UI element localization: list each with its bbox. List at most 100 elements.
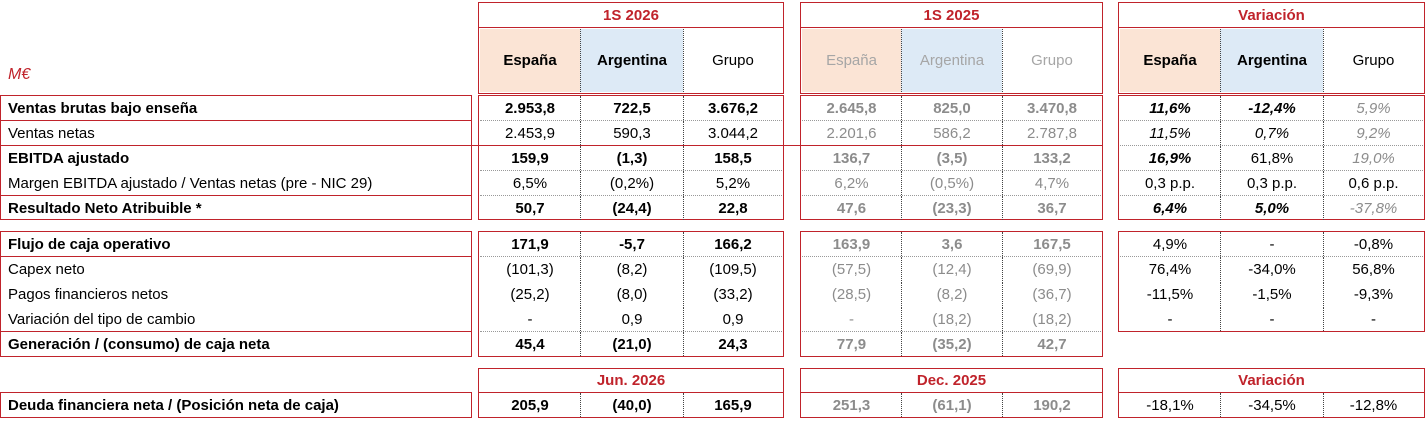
col-espana-2026: España	[480, 29, 580, 92]
row-label: Deuda financiera neta / (Posición neta d…	[8, 396, 339, 414]
table-cell: 190,2	[1002, 393, 1101, 417]
table-cell: (0,2%)	[580, 171, 683, 195]
table-cell: (61,1)	[901, 393, 1002, 417]
table-cell: 722,5	[580, 96, 683, 120]
table-cell: -0,8%	[1323, 232, 1423, 256]
table-cell: 0,9	[580, 307, 683, 331]
table-cell: -	[849, 310, 854, 328]
table-cell: (109,5)	[683, 257, 782, 281]
table-cell: 2.787,8	[1002, 121, 1101, 145]
table-cell: (57,5)	[831, 260, 872, 278]
table-cell: 158,5	[683, 146, 782, 170]
table-cell: 2.201,6	[826, 124, 877, 142]
table-cell: 2.645,8	[826, 99, 877, 117]
header-box-1s2025	[800, 2, 1103, 94]
table-cell: 11,6%	[1149, 99, 1191, 117]
table-cell: (25,2)	[510, 285, 550, 303]
table-cell: 133,2	[1002, 146, 1101, 170]
col-espana-2025: España	[802, 29, 901, 92]
bottom-header-g3	[1118, 368, 1425, 418]
section2-g1-box	[478, 231, 784, 357]
table-cell: 56,8%	[1323, 257, 1423, 281]
col-grupo-2025: Grupo	[1002, 29, 1101, 92]
table-cell: 165,9	[683, 393, 782, 417]
table-cell: 22,8	[683, 196, 782, 220]
table-cell: (18,2)	[1002, 307, 1101, 331]
bottom-title-jun2026: Jun. 2026	[596, 371, 666, 389]
table-cell: 6,5%	[512, 174, 548, 192]
table-cell: 0,3 p.p.	[1220, 171, 1323, 195]
table-cell: 205,9	[511, 396, 549, 414]
table-cell: -12,4%	[1220, 96, 1323, 120]
col-argentina-var: Argentina	[1220, 29, 1323, 92]
row-label: Resultado Neto Atribuible *	[8, 199, 202, 217]
col-argentina-2026: Argentina	[580, 29, 683, 92]
table-cell: 0,7%	[1220, 121, 1323, 145]
table-cell: -9,3%	[1323, 282, 1423, 306]
table-cell: -37,8%	[1323, 196, 1423, 220]
table-cell: 11,5%	[1149, 124, 1191, 142]
row-label: Margen EBITDA ajustado / Ventas netas (p…	[8, 174, 373, 192]
table-cell: 825,0	[901, 96, 1002, 120]
row-label: Generación / (consumo) de caja neta	[8, 335, 270, 353]
table-cell: -34,5%	[1220, 393, 1323, 417]
table-cell: -18,1%	[1146, 396, 1194, 414]
debt-label-box	[0, 392, 472, 418]
table-cell: 251,3	[832, 396, 871, 414]
table-cell: 19,0%	[1323, 146, 1423, 170]
table-cell: (12,4)	[901, 257, 1002, 281]
table-cell: 5,9%	[1323, 96, 1423, 120]
table-cell: 2.953,8	[504, 99, 556, 117]
table-cell: (40,0)	[580, 393, 683, 417]
table-cell: 5,2%	[683, 171, 782, 195]
table-cell: 47,6	[836, 199, 867, 217]
table-cell: 3.676,2	[683, 96, 782, 120]
table-cell: 76,4%	[1148, 260, 1192, 278]
table-cell: 159,9	[511, 149, 549, 167]
table-cell: -1,5%	[1220, 282, 1323, 306]
table-cell: -	[1323, 307, 1423, 331]
table-cell: 0,6 p.p.	[1323, 171, 1423, 195]
table-cell: 24,3	[683, 332, 782, 356]
table-cell: (24,4)	[580, 196, 683, 220]
table-cell: 45,4	[515, 335, 545, 353]
table-cell: 136,7	[832, 149, 871, 167]
table-cell: 4,9%	[1152, 235, 1188, 253]
row-label: EBITDA ajustado	[8, 149, 130, 167]
table-cell: (101,3)	[506, 260, 554, 278]
table-cell: 4,7%	[1002, 171, 1101, 195]
table-cell: 77,9	[836, 335, 867, 353]
table-cell: 6,4%	[1152, 199, 1188, 217]
bottom-header-g2	[800, 368, 1103, 418]
row-label: Pagos financieros netos	[8, 285, 169, 303]
table-cell: 3,6	[901, 232, 1002, 256]
col-grupo-var: Grupo	[1323, 29, 1423, 92]
header-title-variacion: Variación	[1238, 6, 1305, 24]
table-cell: -5,7	[580, 232, 683, 256]
table-cell: -	[1220, 307, 1323, 331]
bottom-title-variacion: Variación	[1238, 371, 1305, 389]
table-cell: -	[527, 310, 533, 328]
table-cell: 5,0%	[1220, 196, 1323, 220]
unit-label: M€	[8, 66, 31, 83]
table-cell: (36,7)	[1002, 282, 1101, 306]
table-cell: 2.453,9	[504, 124, 556, 142]
header-title-1s2025: 1S 2025	[923, 6, 980, 24]
row-label: Flujo de caja operativo	[8, 235, 171, 253]
table-cell: 3.044,2	[683, 121, 782, 145]
section2-label-box	[0, 231, 472, 357]
table-cell: 9,2%	[1323, 121, 1423, 145]
table-cell: (23,3)	[901, 196, 1002, 220]
table-cell: 166,2	[683, 232, 782, 256]
table-cell: (8,2)	[580, 257, 683, 281]
header-title-1s2026: 1S 2026	[603, 6, 659, 24]
table-cell: -34,0%	[1220, 257, 1323, 281]
table-cell: 163,9	[832, 235, 871, 253]
table-cell: 36,7	[1002, 196, 1101, 220]
table-cell: (0,5%)	[901, 171, 1002, 195]
table-cell: (1,3)	[580, 146, 683, 170]
table-cell: 590,3	[580, 121, 683, 145]
table-cell: (8,0)	[580, 282, 683, 306]
table-cell: 61,8%	[1220, 146, 1323, 170]
table-cell: (69,9)	[1002, 257, 1101, 281]
